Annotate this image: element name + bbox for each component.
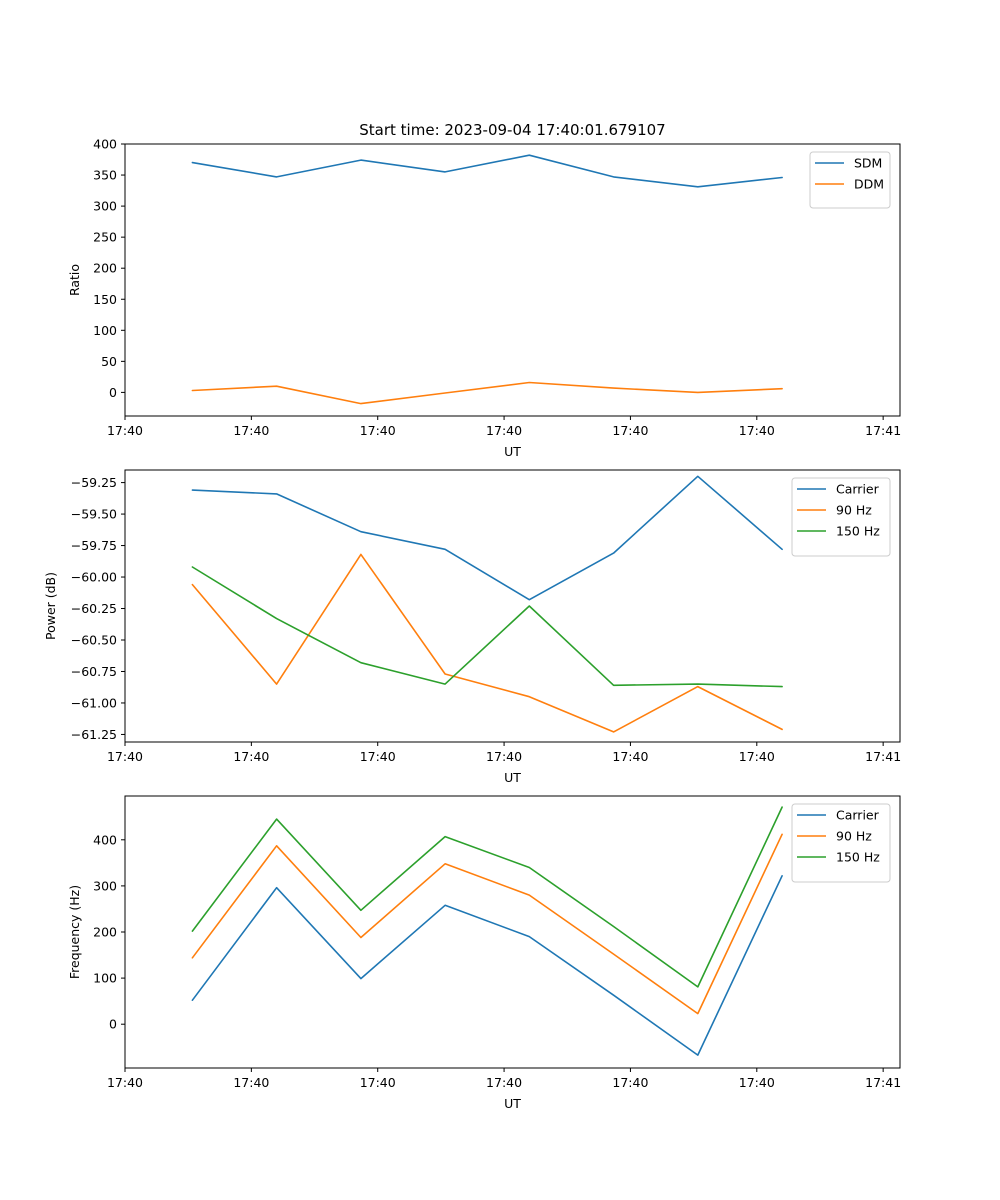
y-tick-label: 300 — [93, 199, 117, 214]
series-line-carrier — [191, 874, 783, 1056]
y-tick-label: 150 — [93, 292, 117, 307]
y-tick-label: 250 — [93, 230, 117, 245]
y-tick-label: 100 — [93, 323, 117, 338]
x-tick-label: 17:40 — [612, 749, 648, 764]
x-axis-label: UT — [504, 444, 521, 459]
legend-label: SDM — [854, 156, 882, 171]
series-line-sdm — [191, 154, 783, 188]
y-tick-label: 400 — [93, 832, 117, 847]
legend-label: 150 Hz — [836, 850, 880, 865]
x-tick-label: 17:40 — [739, 1075, 775, 1090]
legend-label: 90 Hz — [836, 829, 872, 844]
y-tick-label: 0 — [109, 1017, 117, 1032]
x-tick-label: 17:40 — [360, 749, 396, 764]
plot-frame — [124, 469, 901, 743]
legend-box — [791, 803, 891, 883]
series-line-90-hz — [191, 553, 783, 733]
x-axis-label: UT — [504, 1096, 521, 1111]
y-tick-label: −59.50 — [71, 507, 117, 522]
y-tick-label: 100 — [93, 971, 117, 986]
series-line-90-hz — [191, 833, 783, 1015]
x-tick-label: 17:40 — [486, 1075, 522, 1090]
y-tick-label: −60.75 — [71, 664, 117, 679]
y-axis-label: Ratio — [67, 264, 82, 296]
y-tick-label: −60.00 — [71, 570, 117, 585]
x-tick-label: 17:40 — [233, 1075, 269, 1090]
x-tick-label: 17:41 — [865, 1075, 901, 1090]
chart-panel-1: 17:40 17:40 17:40 17:40 17:40 17:40 17:41 0 50 10… — [67, 121, 901, 459]
x-tick-label: 17:40 — [360, 423, 396, 438]
plot-frame — [124, 143, 901, 417]
x-tick-label: 17:40 — [739, 423, 775, 438]
y-tick-label: 0 — [109, 385, 117, 400]
x-tick-label: 17:40 — [107, 749, 143, 764]
y-tick-label: −61.25 — [71, 727, 117, 742]
x-tick-label: 17:40 — [612, 1075, 648, 1090]
series-line-carrier — [191, 475, 783, 601]
y-tick-label: 50 — [101, 354, 117, 369]
legend: SDM DDM — [809, 151, 891, 209]
legend-label: DDM — [854, 177, 884, 192]
x-tick-label: 17:40 — [486, 749, 522, 764]
y-tick-label: −59.75 — [71, 538, 117, 553]
legend-label: Carrier — [836, 482, 880, 497]
x-tick-label: 17:40 — [612, 423, 648, 438]
x-tick-label: 17:40 — [107, 1075, 143, 1090]
legend-box — [809, 151, 891, 209]
legend-box — [791, 477, 891, 557]
series-line-ddm — [191, 381, 783, 405]
y-tick-label: −60.50 — [71, 633, 117, 648]
x-axis-label: UT — [504, 770, 521, 785]
x-tick-label: 17:40 — [739, 749, 775, 764]
y-tick-label: −59.25 — [71, 475, 117, 490]
y-axis-label: Frequency (Hz) — [67, 885, 82, 979]
x-tick-label: 17:40 — [360, 1075, 396, 1090]
legend-label: 90 Hz — [836, 503, 872, 518]
y-tick-label: 400 — [93, 137, 117, 152]
legend: Carrier 90 Hz 150 Hz — [791, 803, 891, 883]
chart-panel-2: 17:40 17:40 17:40 17:40 17:40 17:40 17:41 −61.2… — [43, 469, 901, 785]
y-tick-label: −61.00 — [71, 695, 117, 710]
y-tick-label: 300 — [93, 878, 117, 893]
chart-title: Start time: 2023-09-04 17:40:01.679107 — [359, 121, 665, 139]
series-line-150-hz — [191, 806, 783, 988]
y-tick-label: 200 — [93, 261, 117, 276]
y-tick-label: −60.25 — [71, 601, 117, 616]
x-tick-label: 17:40 — [233, 423, 269, 438]
legend: Carrier 90 Hz 150 Hz — [791, 477, 891, 557]
legend-label: 150 Hz — [836, 524, 880, 539]
chart-panel-3: 17:40 17:40 17:40 17:40 17:40 17:40 17:41 0 100 2… — [67, 795, 901, 1111]
y-tick-label: 350 — [93, 168, 117, 183]
x-tick-label: 17:40 — [233, 749, 269, 764]
y-tick-label: 200 — [93, 925, 117, 940]
x-tick-label: 17:41 — [865, 423, 901, 438]
legend-label: Carrier — [836, 808, 880, 823]
x-tick-label: 17:40 — [107, 423, 143, 438]
y-axis-label: Power (dB) — [43, 572, 58, 640]
axes-layer: 17:40 17:40 17:40 17:40 17:40 17:40 17:41 0 50 10… — [43, 121, 901, 1111]
x-tick-label: 17:40 — [486, 423, 522, 438]
x-tick-label: 17:41 — [865, 749, 901, 764]
series-line-150-hz — [191, 566, 783, 688]
